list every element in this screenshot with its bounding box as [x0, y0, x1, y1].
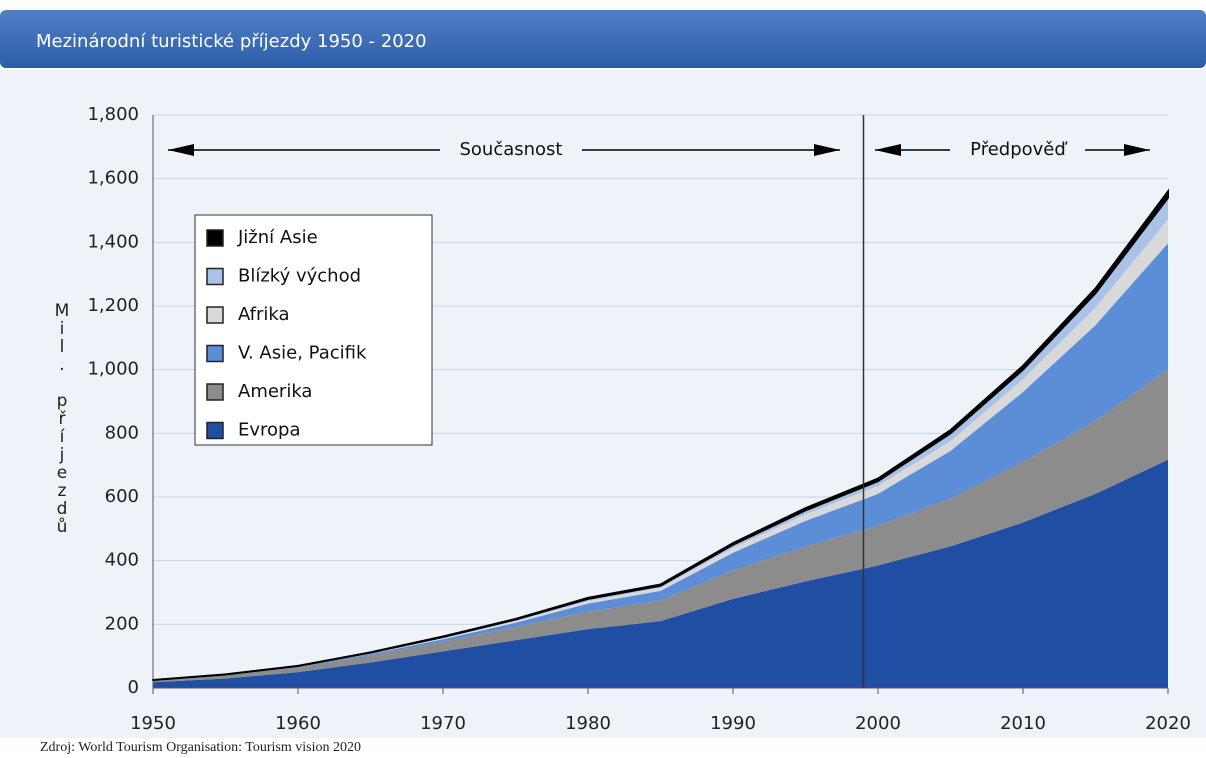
- area: [153, 459, 1168, 688]
- annotation: Současnost: [459, 139, 562, 160]
- area: [152, 188, 1169, 682]
- y-tick-label: 1,400: [87, 231, 139, 252]
- arrow-head: [814, 144, 840, 156]
- title-bar: [0, 10, 1206, 68]
- x-tick-label: 2020: [1145, 713, 1191, 734]
- y-tick-label: 200: [105, 613, 139, 634]
- x-tick-label: 1990: [710, 713, 756, 734]
- y-tick-label: 1,000: [87, 359, 139, 380]
- y-tick-label: 400: [105, 550, 139, 571]
- legend-swatch: [206, 267, 224, 286]
- area: [153, 369, 1168, 683]
- arrow-head: [168, 144, 194, 156]
- legend-swatch: [206, 229, 224, 247]
- x-tick-label: 2000: [855, 713, 901, 734]
- legend-label: Jižní Asie: [237, 227, 318, 248]
- x-tick-label: 2010: [1000, 713, 1046, 734]
- legend-swatch: [206, 421, 224, 440]
- legend-swatch: [206, 344, 224, 363]
- area: [153, 219, 1168, 681]
- legend-box: [194, 214, 433, 446]
- source: Zdroj: World Tourism Organisation: Touri…: [40, 740, 361, 755]
- legend-label: Evropa: [238, 420, 301, 441]
- area: [153, 243, 1168, 681]
- legend-label: Afrika: [238, 304, 290, 325]
- annotation: Předpověď: [970, 139, 1068, 160]
- x-tick-label: 1960: [275, 713, 321, 734]
- legend-swatch: [206, 306, 224, 324]
- x-tick-label: 1950: [130, 713, 176, 734]
- y-tick-label: 1,600: [87, 168, 139, 189]
- legend-label: V. Asie, Pacifik: [238, 343, 367, 364]
- legend-swatch: [206, 383, 224, 401]
- legend-label: Amerika: [238, 381, 312, 402]
- legend-label: Blízký východ: [238, 266, 361, 287]
- y-tick-label: 1,200: [87, 295, 139, 316]
- chart-title: Mezinárodní turistické příjezdy 1950 - 2…: [36, 31, 427, 52]
- x-tick-label: 1970: [420, 713, 466, 734]
- x-tick-label: 1980: [565, 713, 611, 734]
- y-axis-label: Mil. příjezdů: [52, 301, 72, 535]
- arrow-head: [875, 144, 901, 156]
- y-tick-label: 1,800: [87, 104, 139, 125]
- y-tick-label: 800: [105, 422, 139, 443]
- y-tick-label: 600: [105, 486, 139, 507]
- y-tick-label: 0: [128, 677, 139, 698]
- arrow-head: [1124, 144, 1150, 156]
